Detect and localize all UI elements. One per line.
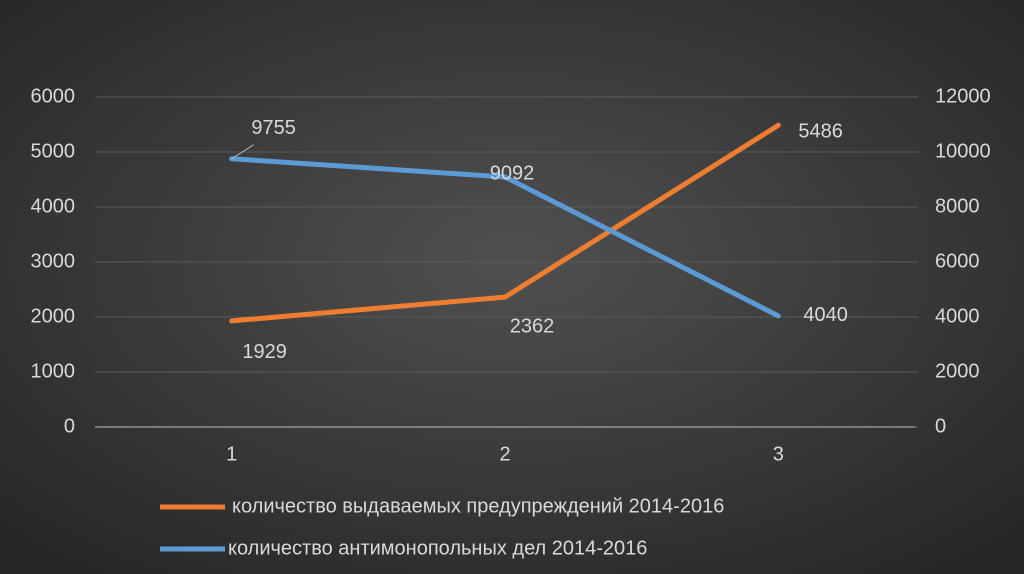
y2-tick-label: 6000 <box>935 250 980 272</box>
y2-tick-label: 10000 <box>935 140 991 162</box>
y-tick-label: 3000 <box>31 250 76 272</box>
y2-tick-label: 0 <box>935 415 946 437</box>
x-tick-label: 2 <box>499 443 510 465</box>
data-label: 9755 <box>251 117 296 139</box>
legend-label: количество антимонопольных дел 2014-2016 <box>228 537 647 559</box>
y-tick-label: 6000 <box>31 85 76 107</box>
legend-label: количество выдаваемых предупреждений 201… <box>232 495 724 517</box>
y-tick-label: 5000 <box>31 140 76 162</box>
y-tick-label: 2000 <box>31 305 76 327</box>
series-line <box>229 156 781 319</box>
y2-tick-label: 2000 <box>935 360 980 382</box>
y2-tick-label: 12000 <box>935 85 991 107</box>
leader-line <box>231 144 254 160</box>
data-label: 1929 <box>242 341 287 363</box>
data-label: 4040 <box>803 304 848 326</box>
series-line <box>229 122 781 324</box>
y2-tick-label: 8000 <box>935 195 980 217</box>
x-tick-label: 3 <box>773 443 784 465</box>
data-label: 9092 <box>490 162 535 184</box>
data-label: 5486 <box>798 121 843 143</box>
y-tick-label: 4000 <box>31 195 76 217</box>
data-label: 2362 <box>510 315 555 337</box>
y-tick-label: 0 <box>64 415 75 437</box>
y2-tick-label: 4000 <box>935 305 980 327</box>
x-tick-label: 1 <box>226 443 237 465</box>
y-tick-label: 1000 <box>31 360 76 382</box>
